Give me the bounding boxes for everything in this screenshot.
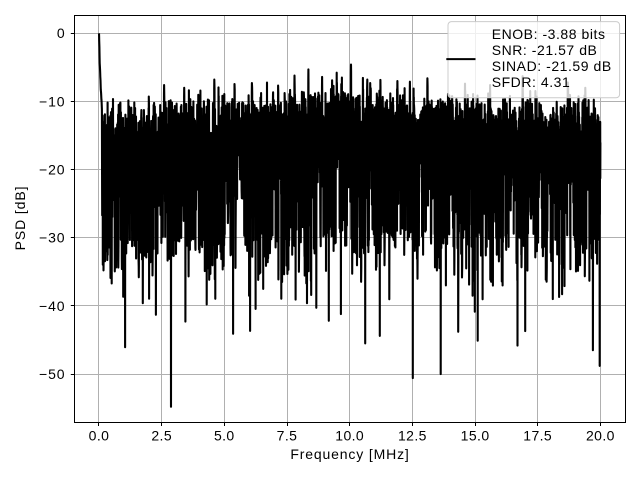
svg-text:−30: −30 <box>39 230 65 246</box>
svg-text:0.0: 0.0 <box>89 428 110 444</box>
svg-text:12.5: 12.5 <box>398 428 427 444</box>
svg-text:−20: −20 <box>39 162 65 178</box>
svg-text:ENOB: -3.88 bits: ENOB: -3.88 bits <box>492 26 606 42</box>
svg-text:0: 0 <box>57 25 66 41</box>
svg-text:2.5: 2.5 <box>151 428 172 444</box>
svg-text:SNR: -21.57 dB: SNR: -21.57 dB <box>492 42 598 58</box>
svg-text:−40: −40 <box>39 298 65 314</box>
svg-text:17.5: 17.5 <box>523 428 552 444</box>
svg-text:Frequency [MHz]: Frequency [MHz] <box>290 446 409 462</box>
svg-text:10.0: 10.0 <box>335 428 364 444</box>
svg-text:20.0: 20.0 <box>586 428 615 444</box>
svg-text:5.0: 5.0 <box>214 428 235 444</box>
svg-text:SFDR: 4.31: SFDR: 4.31 <box>492 74 571 90</box>
svg-text:SINAD: -21.59 dB: SINAD: -21.59 dB <box>492 58 612 74</box>
svg-text:15.0: 15.0 <box>461 428 490 444</box>
svg-text:−50: −50 <box>39 366 65 382</box>
svg-text:PSD [dB]: PSD [dB] <box>12 186 28 251</box>
svg-text:7.5: 7.5 <box>277 428 298 444</box>
svg-text:−10: −10 <box>39 93 65 109</box>
